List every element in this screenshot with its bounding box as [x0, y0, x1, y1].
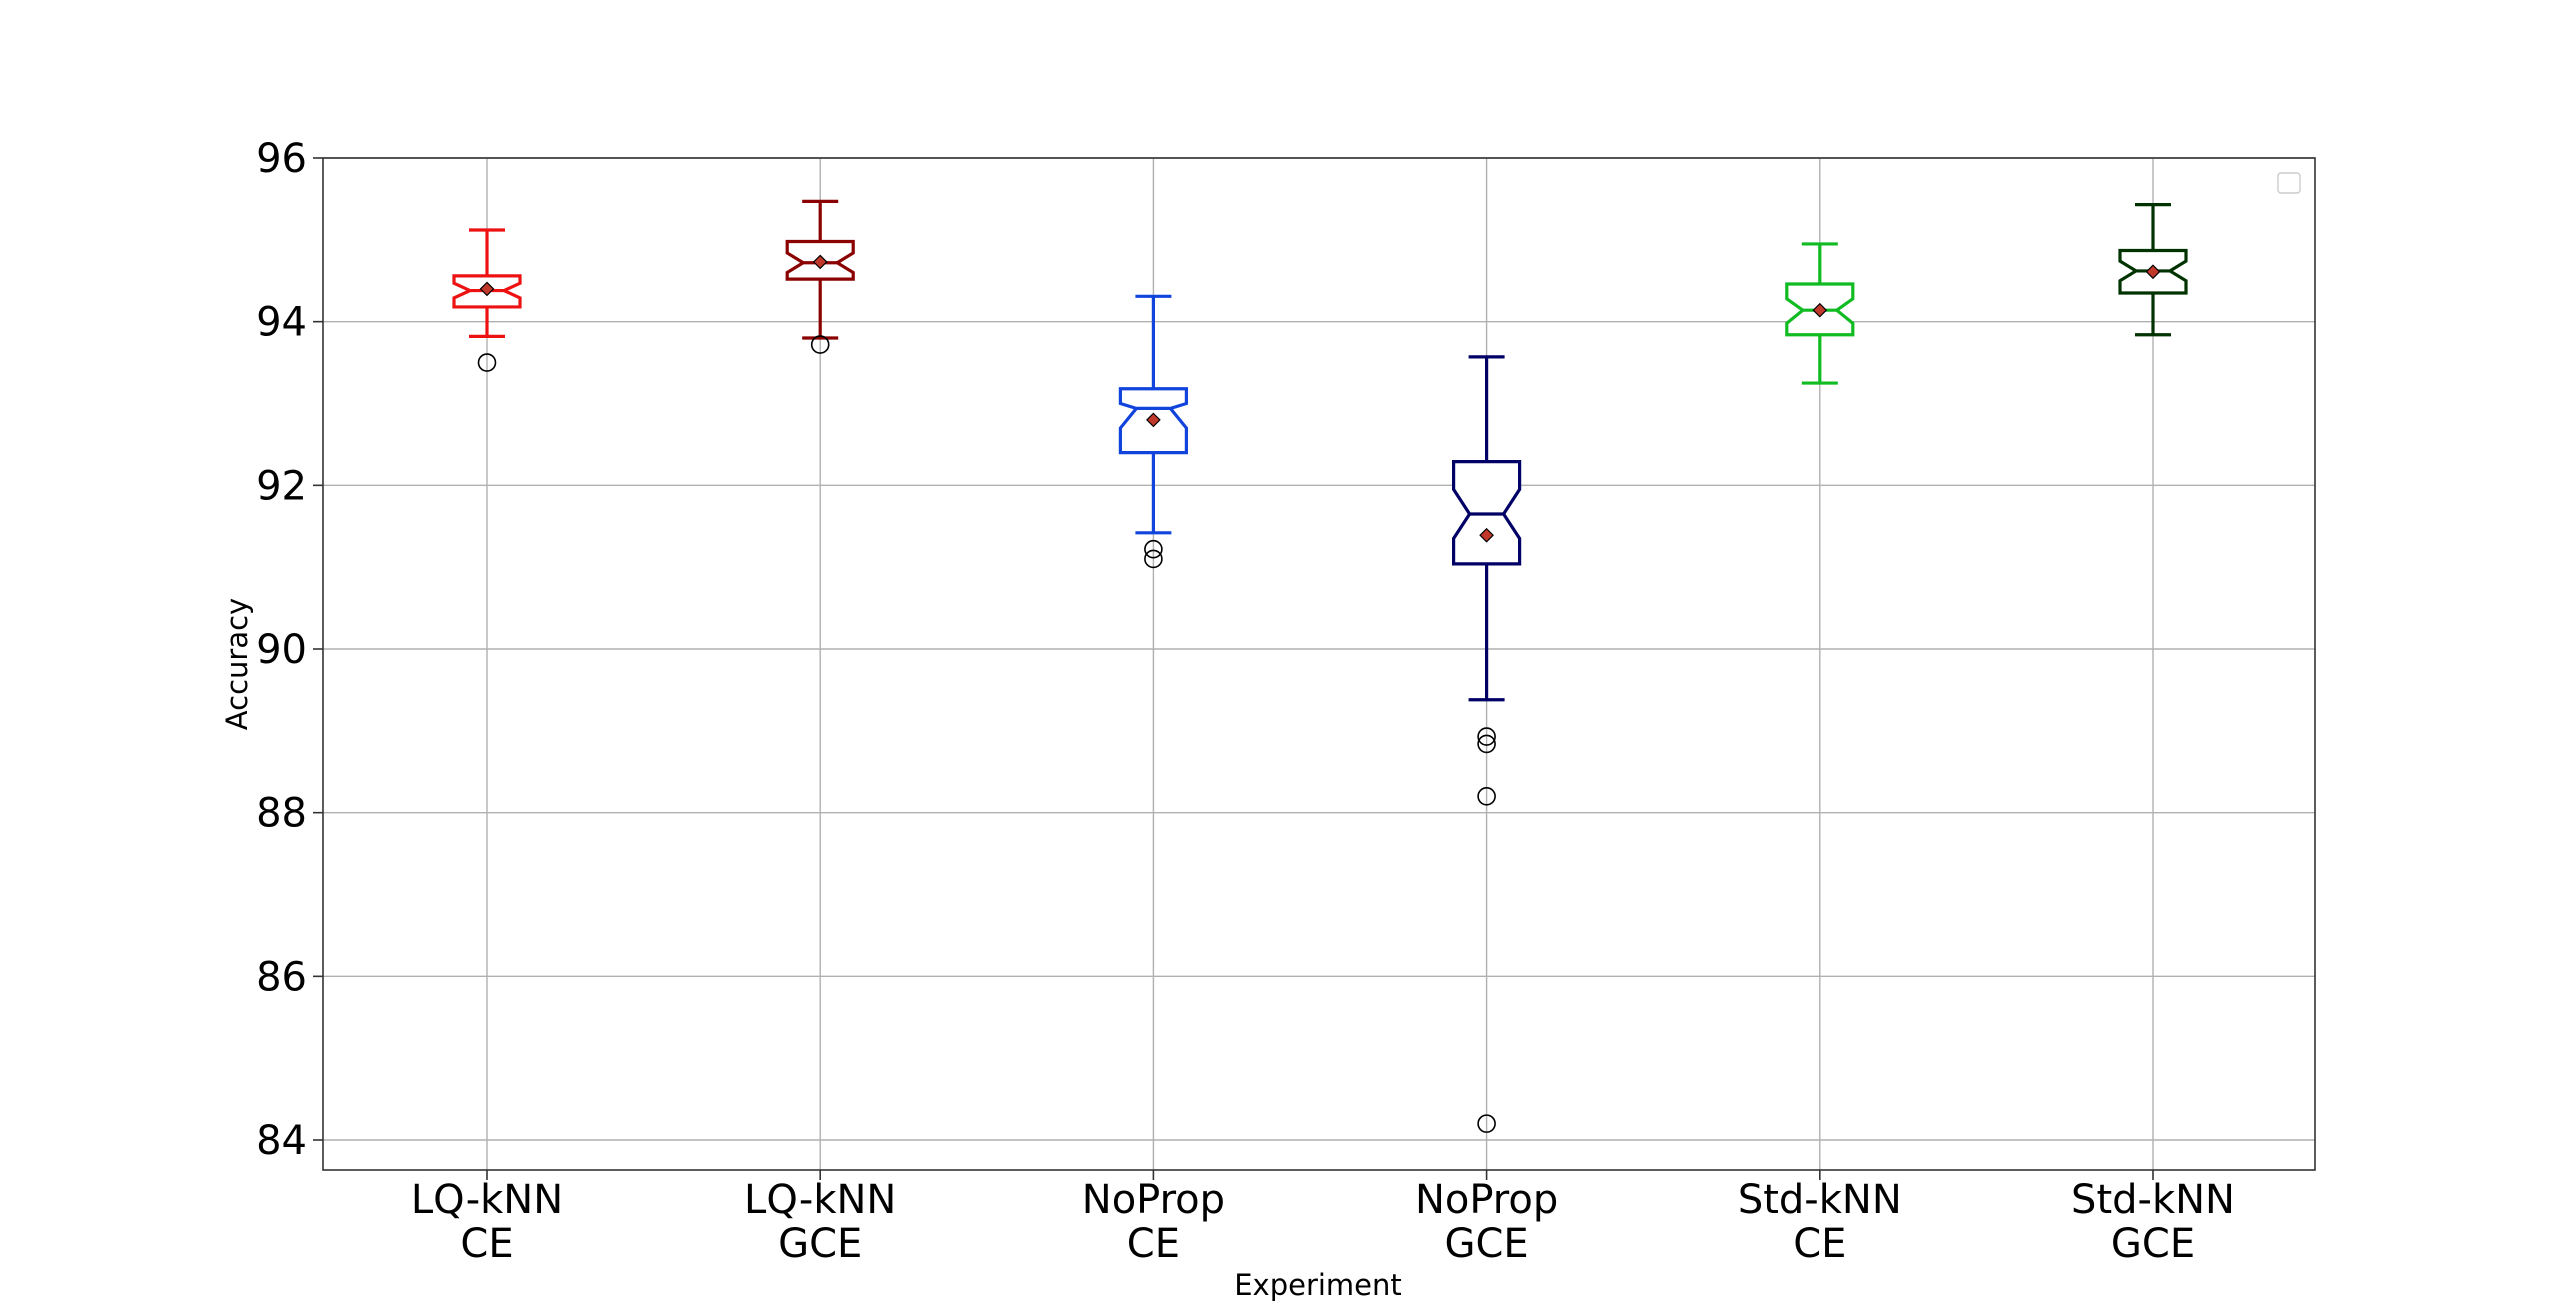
outlier-point	[477, 353, 497, 372]
box-std-knn-gce	[2118, 203, 2188, 337]
y-tick-label: 86	[256, 954, 307, 1000]
x-tick-label-line2: CE	[1793, 1221, 1846, 1267]
mean-marker	[1146, 412, 1161, 428]
x-tick-label-line2: GCE	[1444, 1221, 1528, 1267]
x-tick-layer: LQ-kNNCELQ-kNNGCENoPropCENoPropGCEStd-kN…	[411, 1170, 2235, 1267]
box-lq-knn-ce	[452, 228, 522, 372]
outlier-point	[1477, 727, 1496, 746]
y-tick-label: 94	[256, 300, 307, 346]
y-axis-label: Accuracy	[220, 598, 254, 730]
mean-marker	[2145, 264, 2161, 280]
outlier-point	[810, 335, 830, 354]
y-tick-layer: 84 86 88 90 92 94 96	[256, 136, 323, 1164]
box-layer	[452, 199, 2188, 1133]
mean-marker	[1479, 527, 1494, 543]
empty-legend-box	[2277, 172, 2301, 194]
outlier-point	[1144, 539, 1163, 559]
box-lq-knn-gce	[785, 199, 855, 354]
y-tick-label: 96	[256, 136, 307, 182]
x-tick-label-line1: Std-kNN	[1738, 1177, 1902, 1223]
y-tick-label: 90	[256, 627, 307, 673]
x-tick-label-line2: CE	[1127, 1221, 1180, 1267]
mean-marker	[479, 281, 495, 297]
plot-frame	[322, 157, 2316, 1171]
outlier-point	[1477, 734, 1496, 754]
y-tick-label: 88	[256, 791, 307, 837]
x-tick-label-line1: LQ-kNN	[411, 1177, 563, 1223]
x-tick-label-line2: CE	[460, 1221, 513, 1267]
x-tick-label-line1: NoProp	[1415, 1177, 1558, 1223]
x-tick-label-line1: NoProp	[1082, 1177, 1225, 1223]
y-tick-label: 92	[256, 463, 307, 509]
x-tick-label-line2: GCE	[2111, 1221, 2195, 1267]
box-noprop-gce	[1451, 355, 1522, 1133]
x-axis-label: Experiment	[1234, 1268, 1402, 1302]
outlier-point	[1477, 786, 1496, 806]
outlier-point	[1477, 1114, 1496, 1133]
mean-marker	[1812, 302, 1828, 318]
x-tick-label-line2: GCE	[778, 1221, 862, 1267]
box-std-knn-ce	[1785, 242, 1855, 385]
x-tick-label-line1: LQ-kNN	[744, 1177, 896, 1223]
outlier-point	[1144, 549, 1163, 569]
box-noprop-ce	[1118, 294, 1189, 569]
grid-layer	[323, 157, 2315, 1170]
x-tick-label-line1: Std-kNN	[2071, 1177, 2235, 1223]
y-tick-label: 84	[256, 1118, 307, 1164]
mean-marker	[812, 254, 828, 270]
